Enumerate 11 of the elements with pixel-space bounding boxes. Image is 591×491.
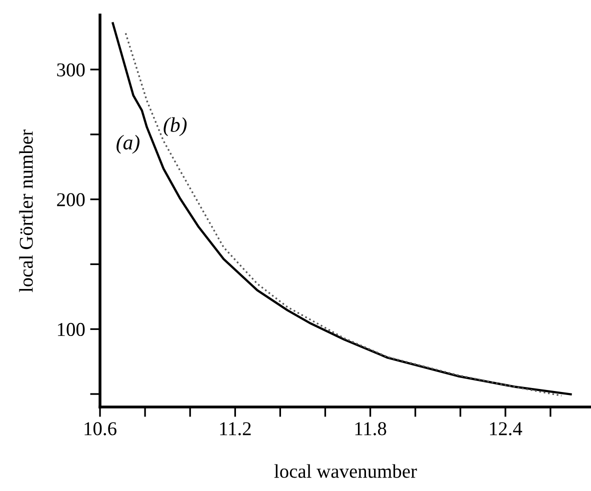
y-axis-title: local Görtler number xyxy=(19,130,33,292)
x-tick-label: 11.8 xyxy=(355,422,386,436)
y-tick-label: 200 xyxy=(57,193,85,206)
x-axis-title: local wavenumber xyxy=(274,464,417,478)
y-tick-label: 300 xyxy=(57,63,85,76)
x-tick-label: 10.6 xyxy=(84,422,116,436)
annotation: (b) xyxy=(164,117,187,136)
annotation: (a) xyxy=(116,134,140,154)
x-tick-label: 11.2 xyxy=(220,422,251,436)
y-tick-label: 100 xyxy=(58,322,85,336)
x-tick-label: 12.4 xyxy=(490,422,522,436)
